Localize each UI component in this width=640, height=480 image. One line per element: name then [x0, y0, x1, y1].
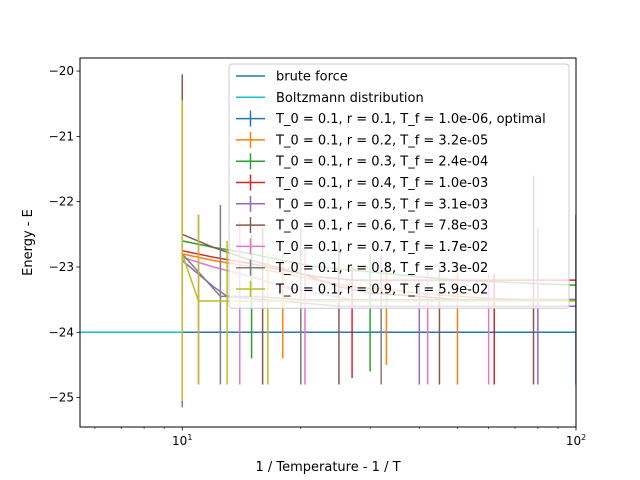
- legend-label-11: T_0 = 0.1, r = 0.9, T_f = 5.9e-02: [275, 283, 488, 298]
- y-tick-label-3: −22: [49, 195, 74, 209]
- legend-label-9: T_0 = 0.1, r = 0.7, T_f = 1.7e-02: [275, 240, 488, 255]
- legend-label-6: T_0 = 0.1, r = 0.4, T_f = 1.0e-03: [275, 176, 488, 191]
- x-tick-label-2: 102: [566, 433, 586, 448]
- x-axis-label: 1 / Temperature - 1 / T: [255, 460, 400, 475]
- axis-ticks: −20 −21 −22 −23 −24 −25 101 102: [49, 64, 587, 448]
- legend-label-8: T_0 = 0.1, r = 0.6, T_f = 7.8e-03: [275, 219, 488, 234]
- legend: brute force Boltzmann distribution T_0 = 0…: [228, 63, 570, 309]
- legend-label-4: T_0 = 0.1, r = 0.2, T_f = 3.2e-05: [275, 133, 488, 148]
- legend-label-3: T_0 = 0.1, r = 0.1, T_f = 1.0e-06, optim…: [275, 112, 546, 127]
- y-tick-label-4: −23: [49, 260, 74, 274]
- y-tick-label-6: −25: [49, 391, 74, 405]
- y-tick-label-5: −24: [49, 325, 74, 339]
- legend-label-5: T_0 = 0.1, r = 0.3, T_f = 2.4e-04: [275, 155, 488, 170]
- legend-label-7: T_0 = 0.1, r = 0.5, T_f = 3.1e-03: [275, 197, 488, 212]
- legend-label-10: T_0 = 0.1, r = 0.8, T_f = 3.3e-02: [275, 261, 488, 276]
- y-tick-label-1: −20: [49, 64, 74, 78]
- y-tick-label-2: −21: [49, 129, 74, 143]
- axes-frame: [79, 57, 577, 428]
- legend-box: [228, 63, 570, 309]
- legend-label-1: brute force: [276, 70, 348, 85]
- y-axis-label: Energy - E: [21, 209, 36, 276]
- x-tick-label-1: 101: [172, 433, 192, 448]
- legend-label-2: Boltzmann distribution: [276, 91, 424, 106]
